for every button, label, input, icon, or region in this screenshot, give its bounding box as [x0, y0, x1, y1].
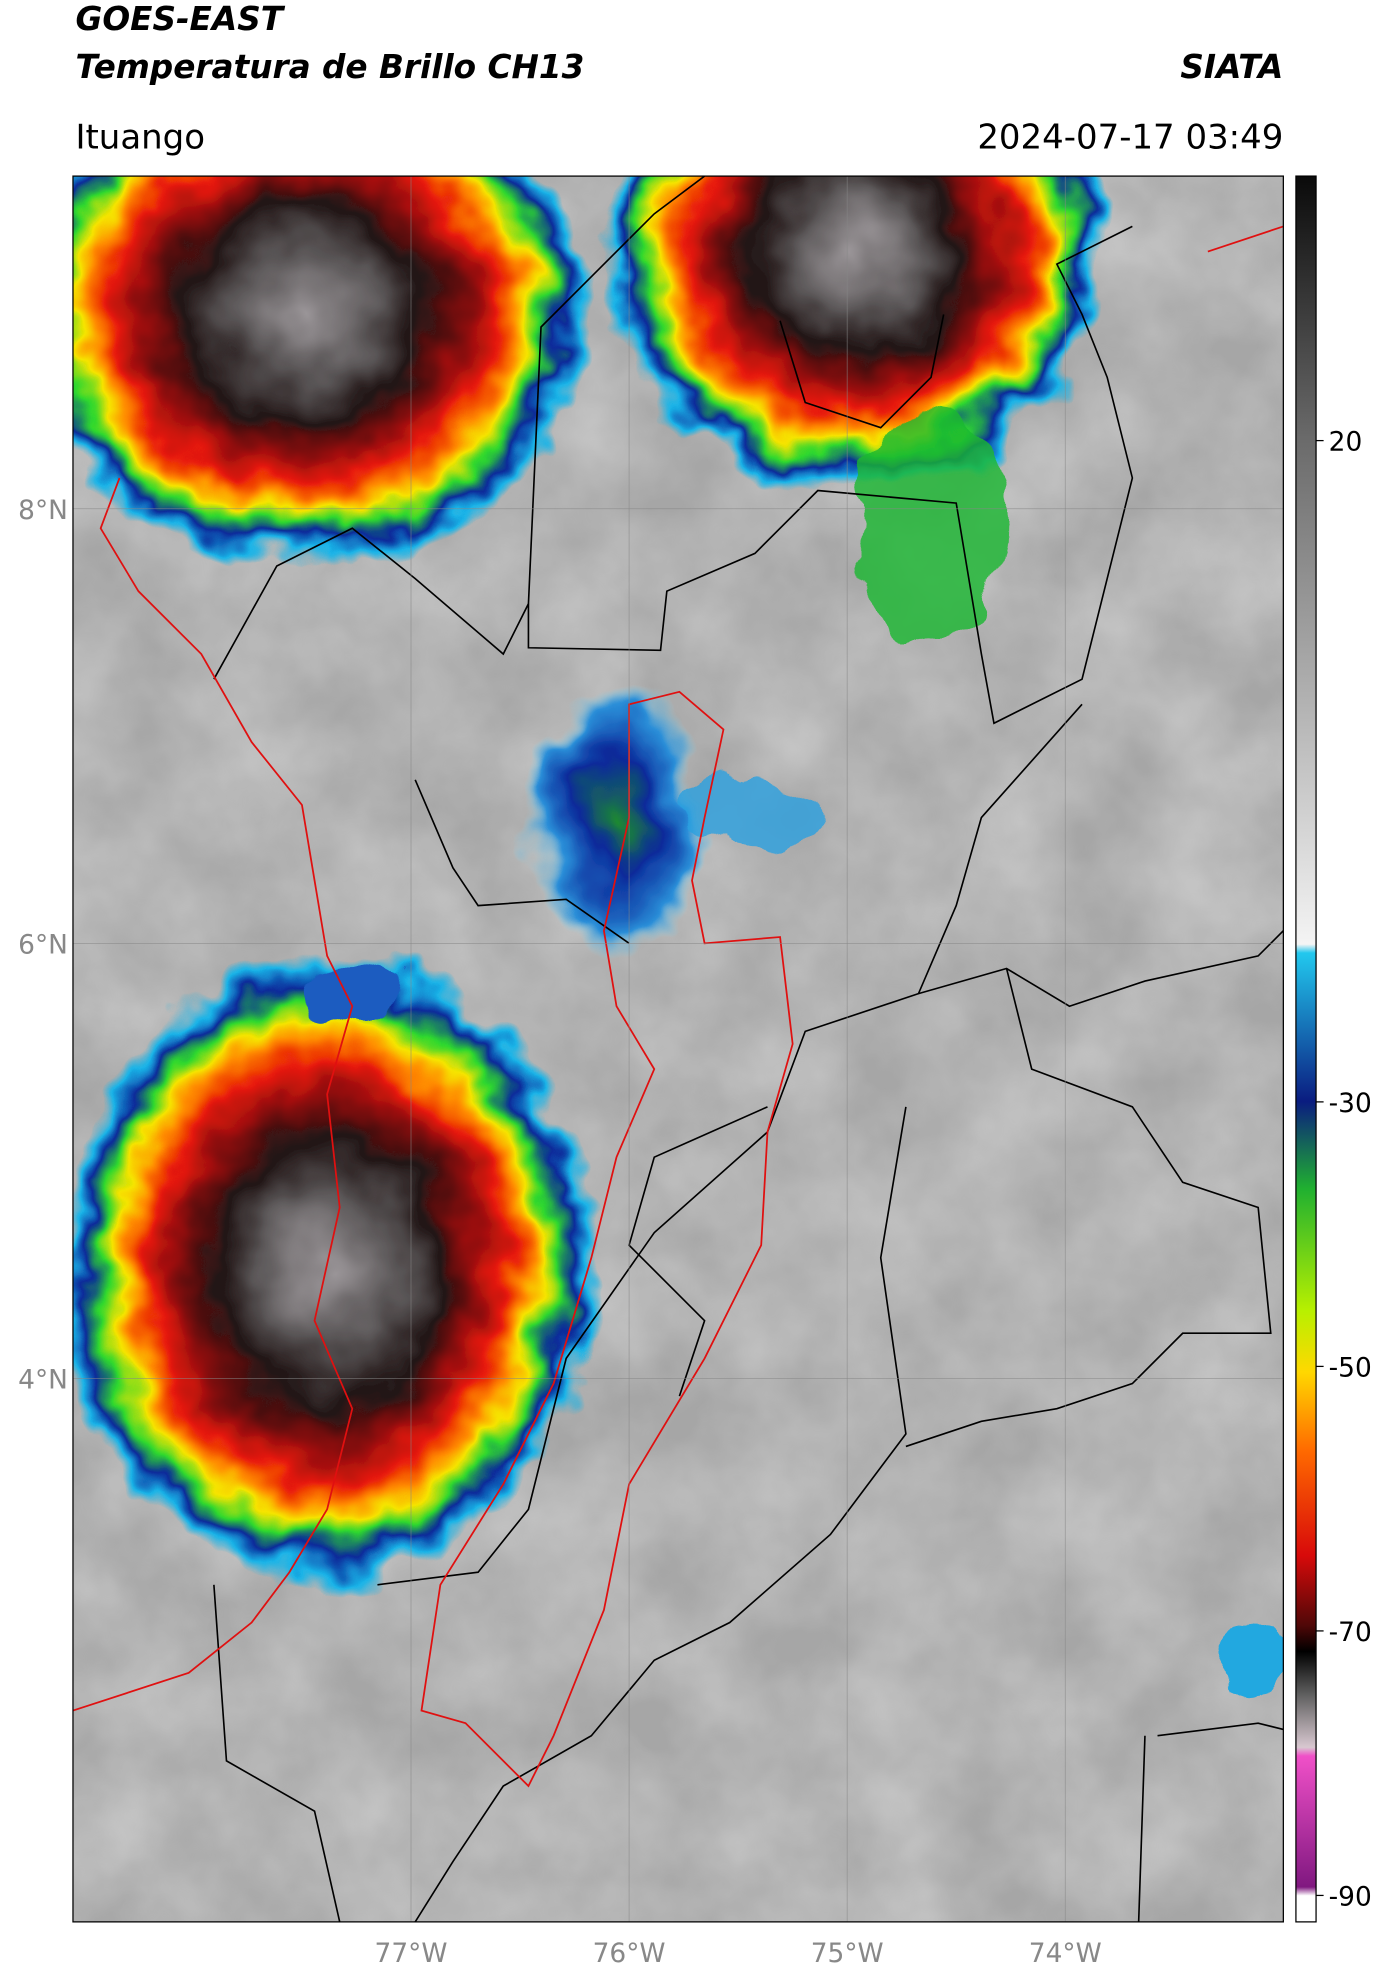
y-tick-label: 6°N [18, 930, 68, 961]
graticule [72, 176, 1284, 1922]
border [779, 314, 945, 429]
convective-cell [685, 779, 825, 856]
colorbar-tick-label: -30 [1329, 1088, 1372, 1119]
convective-cell [1207, 1622, 1284, 1699]
border [1137, 1722, 1284, 1922]
location: Ituango [75, 117, 205, 157]
y-tick-label: 8°N [18, 495, 68, 526]
coastline-and-region [72, 225, 1284, 1788]
border [527, 225, 1134, 725]
subtitle: Temperatura de Brillo CH13 [75, 48, 584, 86]
storm-cell [604, 176, 1108, 491]
colorbar-tick-label: -90 [1329, 1881, 1372, 1912]
coastline [1207, 225, 1284, 253]
x-tick-label: 75°W [811, 1938, 884, 1969]
map-frame [72, 175, 1284, 1923]
title: GOES-EAST [75, 0, 285, 38]
coastline [72, 477, 354, 1712]
x-tick-label: 76°W [593, 1938, 666, 1969]
storm-cell [72, 956, 598, 1585]
border [414, 1106, 907, 1922]
convective-cell [528, 679, 705, 956]
x-tick-label: 74°W [1029, 1938, 1102, 1969]
colorbar-tick-label: -70 [1329, 1617, 1372, 1648]
y-tick-label: 4°N [18, 1364, 68, 1395]
ticks: 77°W 76°W 75°W 74°W 8°N 6°N 4°N 20 -30 -50 -70 -90 [18, 427, 1372, 1969]
storms [72, 176, 1284, 1699]
border [414, 779, 630, 945]
colorbar-tick-label: -50 [1329, 1352, 1372, 1383]
source: SIATA [1180, 48, 1283, 86]
colorbar-tick-label: 20 [1329, 427, 1363, 458]
map-image [72, 176, 1284, 1922]
border [213, 1584, 341, 1922]
region-boundary [420, 690, 794, 1788]
storm-band [855, 415, 1007, 642]
border [213, 176, 706, 680]
border [918, 930, 1284, 1008]
colorbar [1295, 175, 1317, 1923]
border [905, 968, 1272, 1448]
storm-cell [72, 176, 592, 566]
x-tick-label: 77°W [375, 1938, 448, 1969]
timestamp: 2024-07-17 03:49 [977, 117, 1283, 157]
